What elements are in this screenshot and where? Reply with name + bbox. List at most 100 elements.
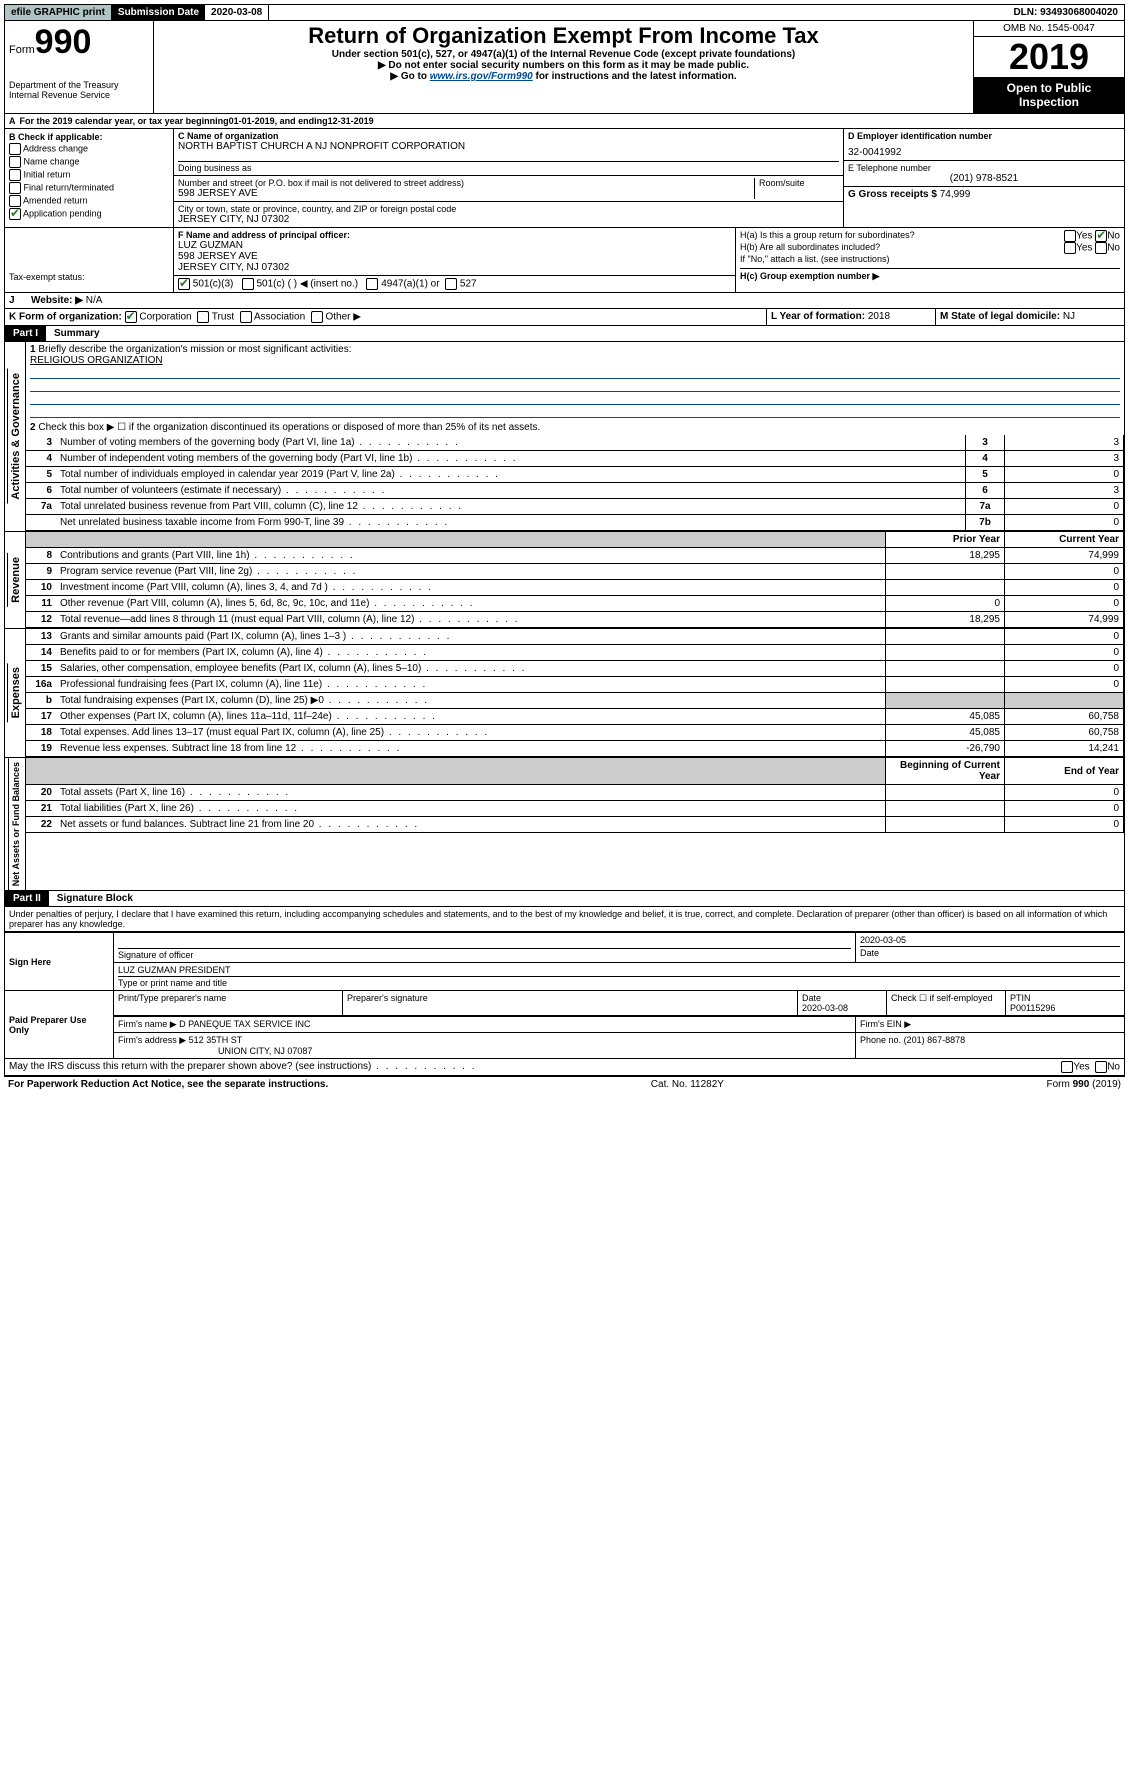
period-end: 12-31-2019 [328, 116, 374, 126]
checkbox-icon[interactable] [311, 311, 323, 323]
firm-addr-cell: Firm's address ▶ 512 35TH ST UNION CITY,… [114, 1033, 856, 1059]
b-final-return: Final return/terminated [9, 182, 169, 194]
checkbox-501c3-icon[interactable] [178, 278, 190, 290]
ptin-cell: PTIN P00115296 [1006, 991, 1125, 1016]
h-a: H(a) Is this a group return for subordin… [740, 230, 1120, 242]
c-name-label: C Name of organization [178, 131, 839, 141]
city-label: City or town, state or province, country… [178, 204, 839, 214]
b-amended: Amended return [9, 195, 169, 207]
revenue-block: Revenue Prior Year Current Year 8Contrib… [4, 532, 1125, 629]
header-mid: Return of Organization Exempt From Incom… [154, 21, 973, 113]
form-label: Form [9, 44, 35, 56]
checkbox-icon[interactable] [1064, 230, 1076, 242]
section-bcde: B Check if applicable: Address change Na… [4, 129, 1125, 228]
vlabel-governance: Activities & Governance [7, 369, 24, 504]
part2-header-row: Part II Signature Block [4, 891, 1125, 907]
revenue-table: Prior Year Current Year 8Contributions a… [26, 532, 1124, 628]
j-marker: J [5, 293, 27, 308]
table-row: 13Grants and similar amounts paid (Part … [26, 629, 1124, 645]
table-row: 6Total number of volunteers (estimate if… [26, 483, 1124, 499]
checkbox-icon[interactable] [1061, 1061, 1073, 1073]
footer-left: For Paperwork Reduction Act Notice, see … [8, 1079, 328, 1090]
efile-label[interactable]: efile GRAPHIC print [5, 5, 112, 20]
checkbox-checked-icon[interactable] [1095, 230, 1107, 242]
opt-527: 527 [460, 279, 477, 290]
website-label: Website: ▶ [31, 295, 83, 306]
yes-label: Yes [1076, 243, 1092, 254]
dept-treasury: Department of the Treasury [9, 80, 149, 90]
checkbox-icon[interactable] [9, 169, 21, 181]
checkbox-icon[interactable] [1064, 242, 1076, 254]
checkbox-icon[interactable] [445, 278, 457, 290]
sig-officer-cell: Signature of officer [114, 933, 856, 963]
goto-post: for instructions and the latest informat… [533, 71, 737, 82]
form-header: Form990 Department of the Treasury Inter… [4, 21, 1125, 114]
dln-label: DLN: [1013, 7, 1037, 18]
netassets-block: Net Assets or Fund Balances Beginning of… [4, 758, 1125, 891]
governance-block: Activities & Governance 1 Briefly descri… [4, 342, 1125, 532]
firm-name: D PANEQUE TAX SERVICE INC [179, 1019, 310, 1029]
q2-text: Check this box ▶ ☐ if the organization d… [38, 422, 540, 433]
checkbox-icon[interactable] [242, 278, 254, 290]
k-trust: Trust [212, 312, 234, 323]
room-label: Room/suite [754, 178, 839, 199]
org-name: NORTH BAPTIST CHURCH A NJ NONPROFIT CORP… [178, 141, 839, 152]
checkbox-icon[interactable] [1095, 1061, 1107, 1073]
table-row: 9Program service revenue (Part VIII, lin… [26, 564, 1124, 580]
checkbox-icon[interactable] [240, 311, 252, 323]
prep-date-cell: Date 2020-03-08 [798, 991, 887, 1016]
firm-phone-cell: Phone no. (201) 867-8878 [856, 1033, 1125, 1059]
section-e: E Telephone number (201) 978-8521 [844, 161, 1124, 187]
ptin-value: P00115296 [1010, 1003, 1120, 1013]
city-state-zip: JERSEY CITY, NJ 07302 [178, 214, 839, 225]
checkbox-icon[interactable] [366, 278, 378, 290]
table-row: 10Investment income (Part VIII, column (… [26, 580, 1124, 596]
dln-value: 93493068004020 [1040, 7, 1118, 18]
checkbox-icon[interactable] [9, 182, 21, 194]
yes-label: Yes [1073, 1062, 1089, 1073]
ha-label: H(a) Is this a group return for subordin… [740, 230, 1064, 242]
opt-501c: 501(c) ( ) ◀ (insert no.) [256, 279, 358, 290]
officer-addr2: JERSEY CITY, NJ 07302 [178, 262, 731, 273]
form-title: Return of Organization Exempt From Incom… [158, 23, 969, 49]
table-row: 22Net assets or fund balances. Subtract … [26, 817, 1124, 833]
subtitle-3: ▶ Go to www.irs.gov/Form990 for instruct… [158, 71, 969, 82]
checkbox-checked-icon[interactable] [9, 208, 21, 220]
l-value: 2018 [868, 311, 890, 322]
firm-phone: (201) 867-8878 [904, 1035, 966, 1045]
checkbox-icon[interactable] [197, 311, 209, 323]
irs-link[interactable]: www.irs.gov/Form990 [430, 71, 533, 82]
preparer-row1: Print/Type preparer's name Preparer's si… [114, 991, 1124, 1016]
section-l: L Year of formation: 2018 [767, 309, 936, 325]
col-prior: Prior Year [886, 532, 1005, 548]
c-city-box: City or town, state or province, country… [174, 202, 843, 227]
officer-name-cell: LUZ GUZMAN PRESIDENT Type or print name … [114, 963, 1125, 991]
b-initial-return: Initial return [9, 169, 169, 181]
part2-header: Part II [5, 891, 49, 906]
sig-officer-label: Signature of officer [118, 950, 851, 960]
checkbox-icon[interactable] [9, 143, 21, 155]
sig-date-cell: 2020-03-05 Date [856, 933, 1125, 963]
table-row: 5Total number of individuals employed in… [26, 467, 1124, 483]
form-990: 990 [35, 23, 92, 61]
b-name-change: Name change [9, 156, 169, 168]
table-row: 15Salaries, other compensation, employee… [26, 661, 1124, 677]
ptin-label: PTIN [1010, 993, 1120, 1003]
firm-addr-label: Firm's address ▶ [118, 1035, 186, 1045]
section-c: C Name of organization NORTH BAPTIST CHU… [174, 129, 843, 227]
table-row: 4Number of independent voting members of… [26, 451, 1124, 467]
part1-header-row: Part I Summary [4, 326, 1125, 342]
h-b: H(b) Are all subordinates included? Yes … [740, 242, 1120, 254]
table-row: 11Other revenue (Part VIII, column (A), … [26, 596, 1124, 612]
table-row: 12Total revenue—add lines 8 through 11 (… [26, 612, 1124, 628]
signature-table: Sign Here Signature of officer 2020-03-0… [4, 932, 1125, 1059]
section-fh: Tax-exempt status: F Name and address of… [4, 228, 1125, 293]
checkbox-icon[interactable] [9, 156, 21, 168]
submission-date-label: Submission Date [112, 5, 205, 20]
checkbox-checked-icon[interactable] [125, 311, 137, 323]
governance-table: 3Number of voting members of the governi… [26, 435, 1124, 531]
col-end: End of Year [1005, 758, 1124, 785]
table-row: 8Contributions and grants (Part VIII, li… [26, 548, 1124, 564]
date-label: Date [860, 948, 1120, 958]
checkbox-icon[interactable] [1095, 242, 1107, 254]
